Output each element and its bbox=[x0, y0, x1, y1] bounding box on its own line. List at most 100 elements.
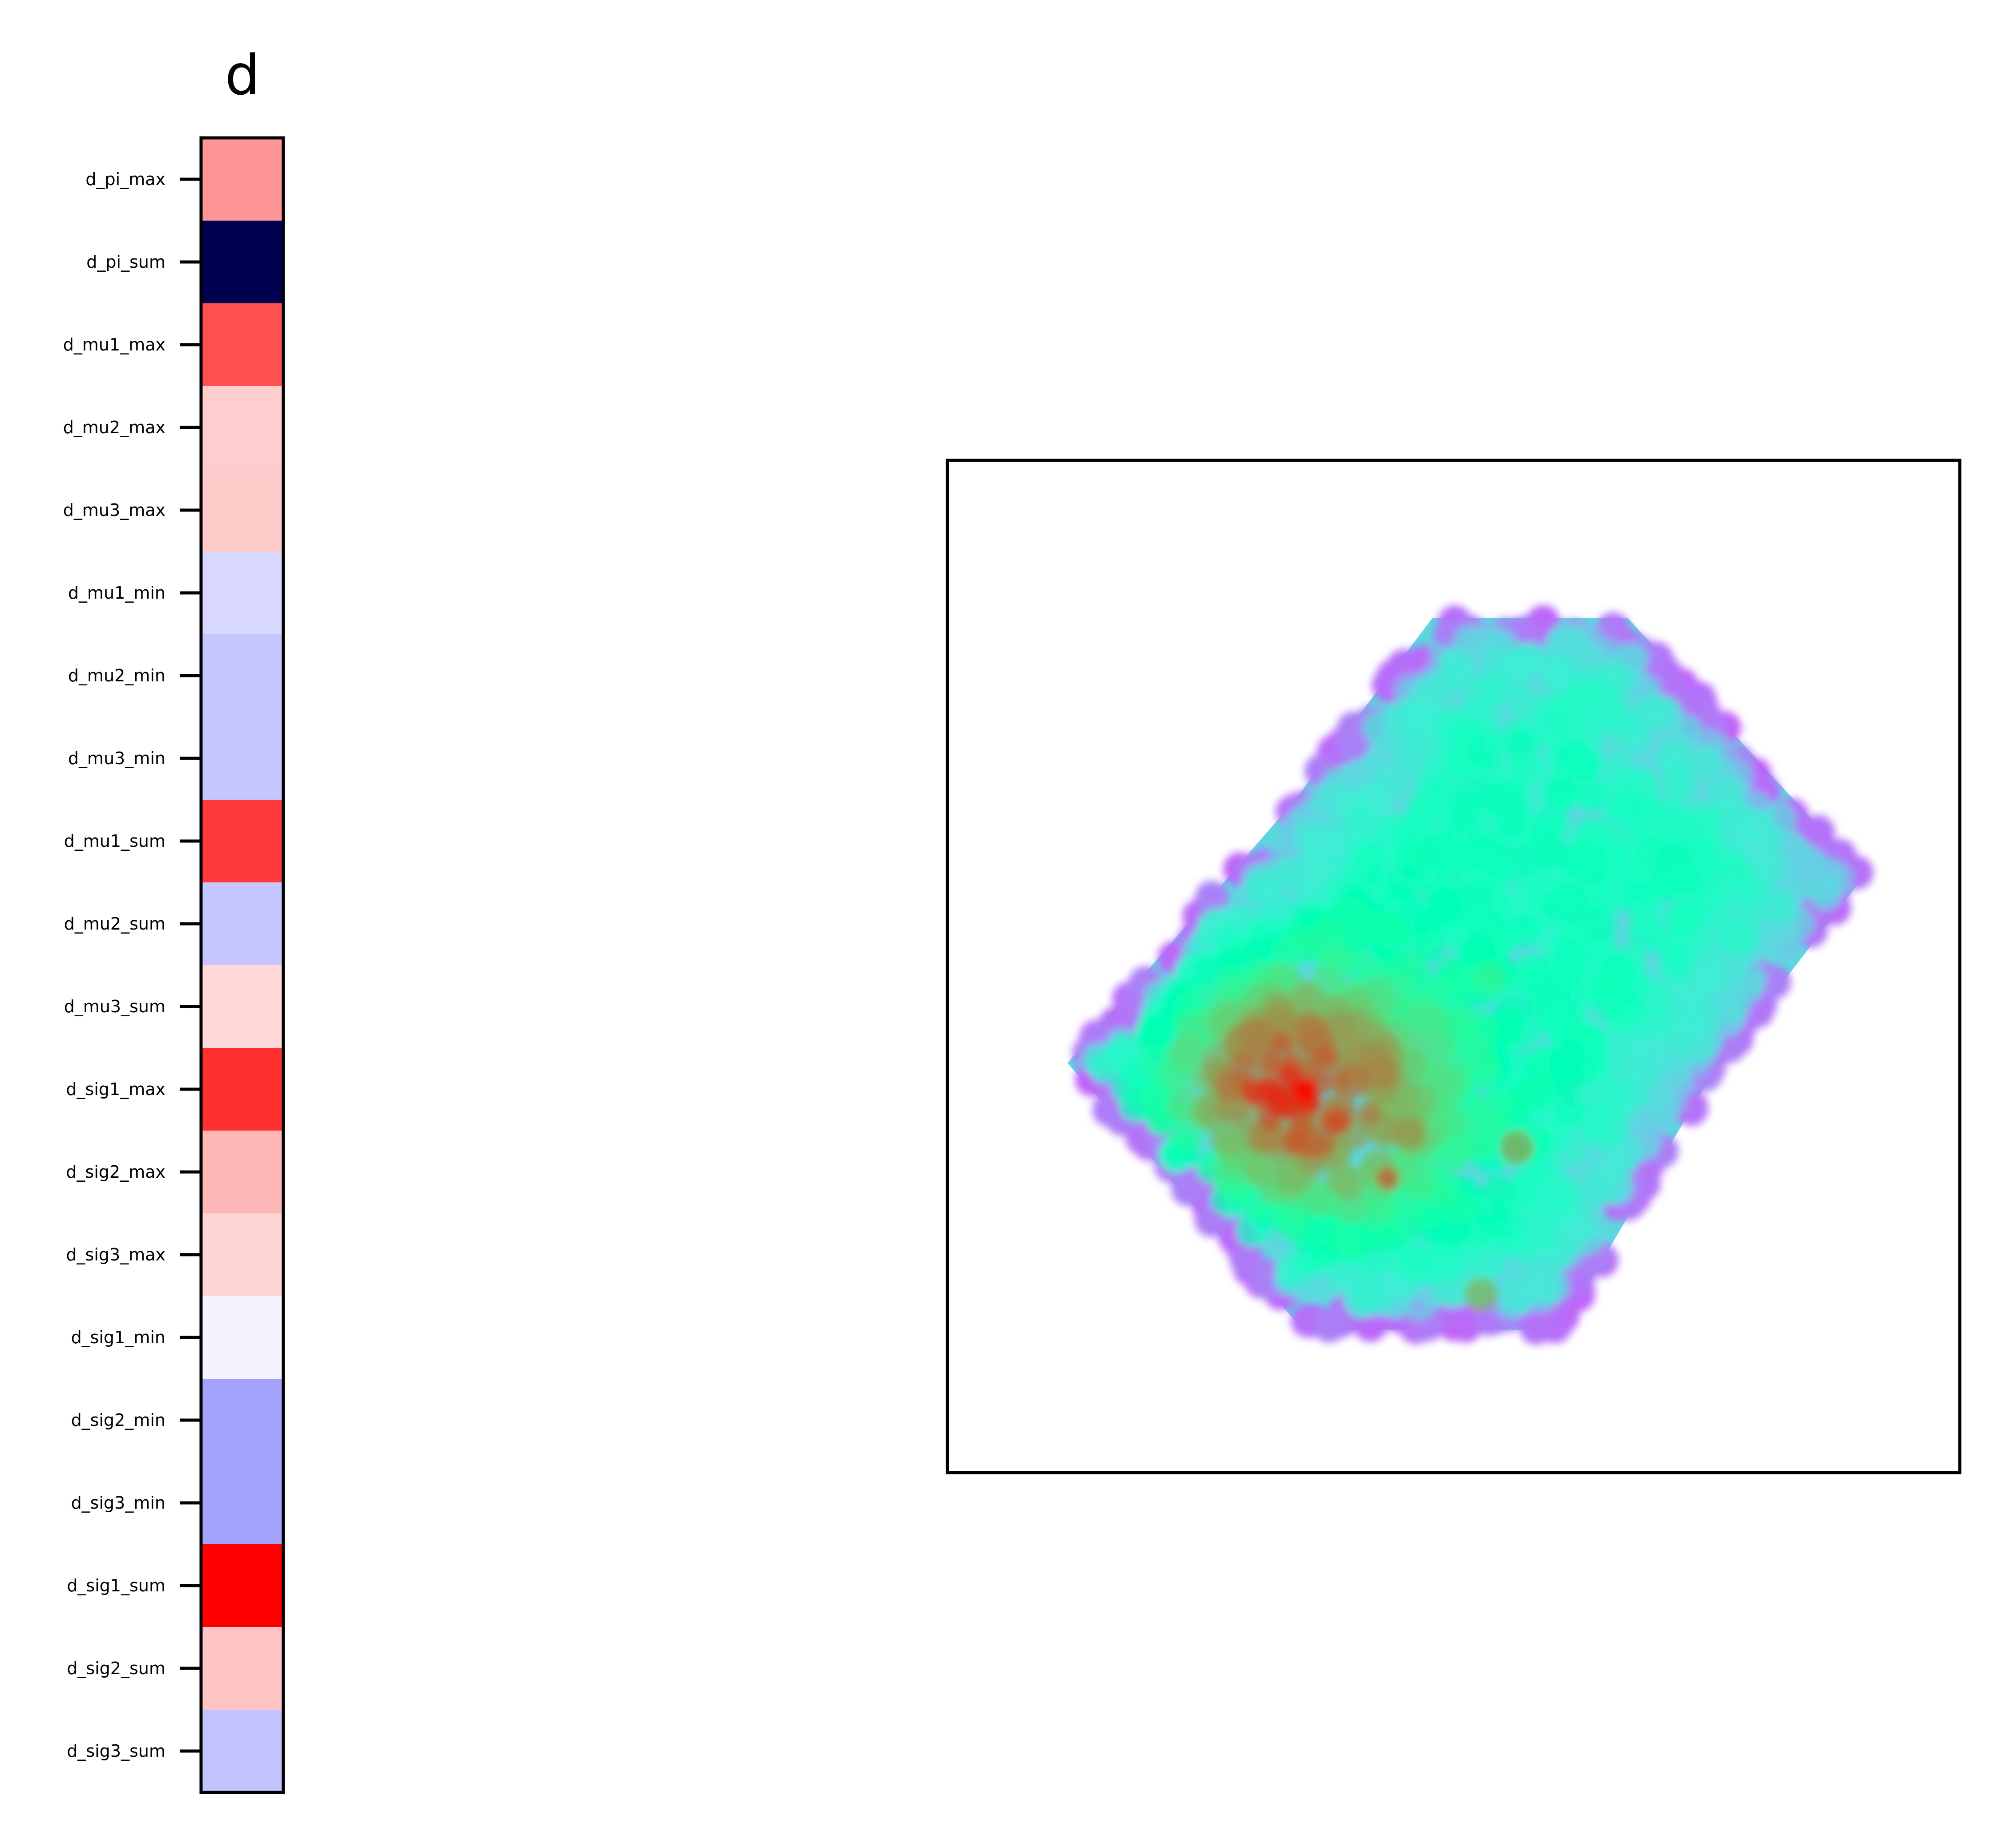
scatter-point-165 bbox=[1335, 727, 1370, 761]
scatter-point-997 bbox=[1542, 775, 1576, 809]
heatmap-tick-label-d_mu3_sum: d_mu3_sum bbox=[64, 997, 165, 1016]
scatter-point-626 bbox=[1714, 917, 1748, 951]
scatter-point-1384 bbox=[1270, 1032, 1293, 1056]
scatter-point-357 bbox=[1503, 1281, 1537, 1315]
heatmap-ticks: d_pi_max d_pi_sum d_mu1_max d_mu2_max d_mu3_… bbox=[63, 169, 201, 1761]
heatmap-cell-d_mu1_min bbox=[201, 552, 283, 635]
scatter-point-1368 bbox=[1358, 1102, 1381, 1125]
heatmap-tick-label-d_sig1_sum: d_sig1_sum bbox=[67, 1576, 165, 1595]
scatter-point-156 bbox=[1171, 1172, 1205, 1206]
scatter-point-1218 bbox=[1406, 1003, 1441, 1038]
heatmap-tick-label-d_sig2_sum: d_sig2_sum bbox=[67, 1659, 165, 1678]
scatter-point-1293 bbox=[1275, 1163, 1309, 1197]
scatter-point-918 bbox=[1352, 851, 1386, 886]
scatter-point-933 bbox=[1468, 734, 1502, 768]
scatter-point-812 bbox=[1667, 814, 1701, 849]
heatmap-tick-label-d_sig3_min: d_sig3_min bbox=[71, 1493, 165, 1513]
scatter-point-1307 bbox=[1464, 1277, 1498, 1311]
scatter-point-1227 bbox=[1422, 1029, 1457, 1063]
scatter-point-993 bbox=[1515, 953, 1549, 987]
scatter-point-583 bbox=[1346, 806, 1380, 841]
heatmap-cell-d_mu2_min bbox=[201, 634, 283, 717]
scatter-point-930 bbox=[1505, 730, 1539, 765]
scatter-point-168 bbox=[1195, 881, 1229, 914]
heatmap-frame bbox=[199, 136, 285, 1794]
scatter-point-548 bbox=[1507, 686, 1541, 720]
scatter-point-486 bbox=[1273, 858, 1307, 892]
scatter-point-1024 bbox=[1524, 986, 1558, 1020]
scatter-point-915 bbox=[1620, 882, 1655, 916]
heatmap-tick-label-d_pi_max: d_pi_max bbox=[85, 169, 165, 189]
scatter-point-1375 bbox=[1302, 1136, 1326, 1160]
scatter-point-154 bbox=[1313, 1308, 1347, 1343]
scatter-points bbox=[1068, 605, 1873, 1345]
scatter-point-140 bbox=[1092, 1093, 1126, 1127]
heatmap-cell-d_mu3_sum bbox=[201, 965, 283, 1048]
scatter-point-511 bbox=[1539, 654, 1573, 688]
scatter-point-674 bbox=[1583, 1075, 1617, 1109]
heatmap-tick-label-d_mu2_max: d_mu2_max bbox=[63, 418, 165, 437]
scatter-point-403 bbox=[1748, 824, 1783, 858]
scatter-point-656 bbox=[1520, 1212, 1554, 1247]
scatter-point-1383 bbox=[1313, 1046, 1337, 1069]
scatter-frame bbox=[946, 459, 1962, 1474]
scatter-point-895 bbox=[1406, 791, 1441, 825]
scatter-point-506 bbox=[1406, 698, 1440, 733]
scatter-point-1372 bbox=[1327, 1069, 1351, 1092]
heatmap-tick-label-d_sig3_max: d_sig3_max bbox=[66, 1245, 165, 1264]
scatter-point-528 bbox=[1353, 1273, 1387, 1308]
heatmap-tick-label-d_sig1_min: d_sig1_min bbox=[71, 1328, 165, 1347]
scatter-point-455 bbox=[1438, 648, 1471, 683]
scatter-point-1103 bbox=[1373, 910, 1407, 945]
heatmap-cells bbox=[201, 138, 283, 1793]
scatter-point-1081 bbox=[1482, 1176, 1516, 1210]
scatter-point-1408 bbox=[1294, 1078, 1317, 1101]
scatter-point-101 bbox=[1519, 1311, 1554, 1345]
scatter-point-1020 bbox=[1469, 908, 1503, 942]
heatmap-tick-label-d_mu2_min: d_mu2_min bbox=[68, 666, 165, 685]
heatmap-cell-d_sig2_sum bbox=[201, 1627, 283, 1710]
heatmap-cell-d_sig1_sum bbox=[201, 1544, 283, 1627]
scatter-point-95 bbox=[1799, 816, 1833, 850]
scatter-point-1166 bbox=[1460, 1034, 1494, 1068]
scatter-point-1009 bbox=[1551, 881, 1586, 915]
scatter-point-1032 bbox=[1550, 1039, 1584, 1073]
scatter-point-842 bbox=[1660, 947, 1694, 981]
heatmap-panel: d d_pi_max d_pi_sum d_mu1_max d_mu2_max d_mu… bbox=[63, 44, 285, 1794]
scatter-point-1146 bbox=[1287, 927, 1321, 961]
heatmap-cell-d_sig3_max bbox=[201, 1213, 283, 1296]
heatmap-cell-d_mu3_max bbox=[201, 469, 283, 552]
scatter-point-1355 bbox=[1362, 1057, 1396, 1091]
scatter-point-927 bbox=[1553, 940, 1587, 974]
scatter-point-1047 bbox=[1550, 1064, 1584, 1098]
scatter-point-821 bbox=[1399, 1245, 1434, 1279]
heatmap-cell-d_sig1_min bbox=[201, 1296, 283, 1379]
scatter-point-1080 bbox=[1522, 1073, 1556, 1107]
scatter-point-layer bbox=[1072, 605, 1873, 1345]
heatmap-tick-label-d_mu3_max: d_mu3_max bbox=[63, 500, 165, 520]
heatmap-tick-label-d_sig3_sum: d_sig3_sum bbox=[67, 1741, 165, 1761]
scatter-point-633 bbox=[1662, 765, 1696, 799]
scatter-point-115 bbox=[1678, 688, 1712, 722]
scatter-point-1117 bbox=[1327, 1224, 1361, 1259]
scatter-point-1025 bbox=[1393, 838, 1427, 872]
heatmap-tick-label-d_sig2_max: d_sig2_max bbox=[66, 1162, 165, 1182]
scatter-point-411 bbox=[1602, 1147, 1636, 1181]
heatmap-tick-label-d_mu3_min: d_mu3_min bbox=[68, 749, 165, 768]
scatter-point-1162 bbox=[1463, 1100, 1497, 1134]
scatter-point-1357 bbox=[1237, 1018, 1271, 1052]
scatter-point-1390 bbox=[1327, 1109, 1350, 1132]
scatter-point-1006 bbox=[1422, 830, 1456, 865]
scatter-point-1007 bbox=[1507, 913, 1541, 947]
heatmap-cell-d_sig3_sum bbox=[201, 1710, 283, 1793]
scatter-point-501 bbox=[1248, 875, 1282, 909]
heatmap-cell-d_mu2_max bbox=[201, 386, 283, 469]
scatter-point-932 bbox=[1576, 777, 1610, 811]
heatmap-cell-d_mu1_sum bbox=[201, 800, 283, 883]
scatter-point-1247 bbox=[1170, 1034, 1204, 1068]
heatmap-tick-label-d_mu1_max: d_mu1_max bbox=[63, 335, 165, 354]
heatmap-cell-d_pi_sum bbox=[201, 221, 283, 304]
scatter-point-418 bbox=[1583, 1174, 1617, 1208]
scatter-point-1370 bbox=[1231, 1051, 1254, 1074]
heatmap-cell-d_mu2_sum bbox=[201, 882, 283, 966]
